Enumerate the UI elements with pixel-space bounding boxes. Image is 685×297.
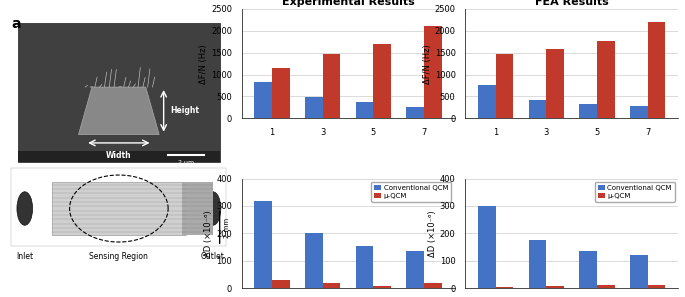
Bar xyxy=(305,97,323,119)
Bar xyxy=(580,251,597,288)
Y-axis label: ΔD (×10⁻⁶): ΔD (×10⁻⁶) xyxy=(204,210,213,257)
Text: Outlet: Outlet xyxy=(201,252,225,261)
Bar xyxy=(648,285,666,288)
Bar xyxy=(496,287,514,288)
Text: Sensing Region: Sensing Region xyxy=(90,252,148,261)
Text: Inlet: Inlet xyxy=(16,252,34,261)
Bar xyxy=(356,246,373,288)
Bar xyxy=(597,285,615,288)
Text: 2 mm: 2 mm xyxy=(224,218,230,238)
Bar xyxy=(323,283,340,288)
Text: 2 μm: 2 μm xyxy=(178,160,194,165)
Bar xyxy=(406,251,424,288)
Ellipse shape xyxy=(17,192,33,225)
Y-axis label: ΔD (×10⁻⁶): ΔD (×10⁻⁶) xyxy=(428,210,437,257)
Bar xyxy=(648,22,666,119)
Legend: Conventional QCM, μ-QCM: Conventional QCM, μ-QCM xyxy=(595,182,675,202)
Bar xyxy=(529,240,547,288)
Bar xyxy=(305,233,323,288)
Bar xyxy=(373,44,391,119)
Bar xyxy=(547,286,564,288)
Bar xyxy=(630,106,648,119)
FancyBboxPatch shape xyxy=(12,168,226,246)
Bar xyxy=(529,99,547,119)
Bar xyxy=(356,102,373,119)
Text: Height: Height xyxy=(171,106,199,115)
Text: c: c xyxy=(427,0,435,3)
Bar xyxy=(373,286,391,288)
Bar xyxy=(424,283,442,288)
Text: a: a xyxy=(12,17,21,31)
Bar xyxy=(406,107,424,119)
Bar xyxy=(478,85,496,119)
Title: FEA Results: FEA Results xyxy=(535,0,608,7)
FancyBboxPatch shape xyxy=(51,182,186,235)
Bar xyxy=(630,255,648,288)
FancyBboxPatch shape xyxy=(18,151,220,162)
Bar xyxy=(424,26,442,119)
FancyBboxPatch shape xyxy=(182,182,213,235)
Text: b: b xyxy=(203,0,213,3)
Y-axis label: ΔF/N (Hz): ΔF/N (Hz) xyxy=(199,44,208,83)
Bar xyxy=(478,206,496,288)
Bar xyxy=(323,53,340,119)
Bar xyxy=(580,103,597,119)
Bar xyxy=(272,280,290,288)
Bar xyxy=(597,41,615,119)
Bar xyxy=(254,200,272,288)
Ellipse shape xyxy=(205,192,221,225)
Bar xyxy=(496,53,514,119)
Bar xyxy=(272,68,290,119)
Bar xyxy=(547,49,564,119)
Legend: Conventional QCM, μ-QCM: Conventional QCM, μ-QCM xyxy=(371,182,451,202)
FancyBboxPatch shape xyxy=(18,23,220,162)
Title: Experimental Results: Experimental Results xyxy=(282,0,414,7)
Polygon shape xyxy=(79,87,159,135)
Text: Width: Width xyxy=(106,151,132,160)
Y-axis label: ΔF/N (Hz): ΔF/N (Hz) xyxy=(423,44,432,83)
Bar xyxy=(254,82,272,119)
